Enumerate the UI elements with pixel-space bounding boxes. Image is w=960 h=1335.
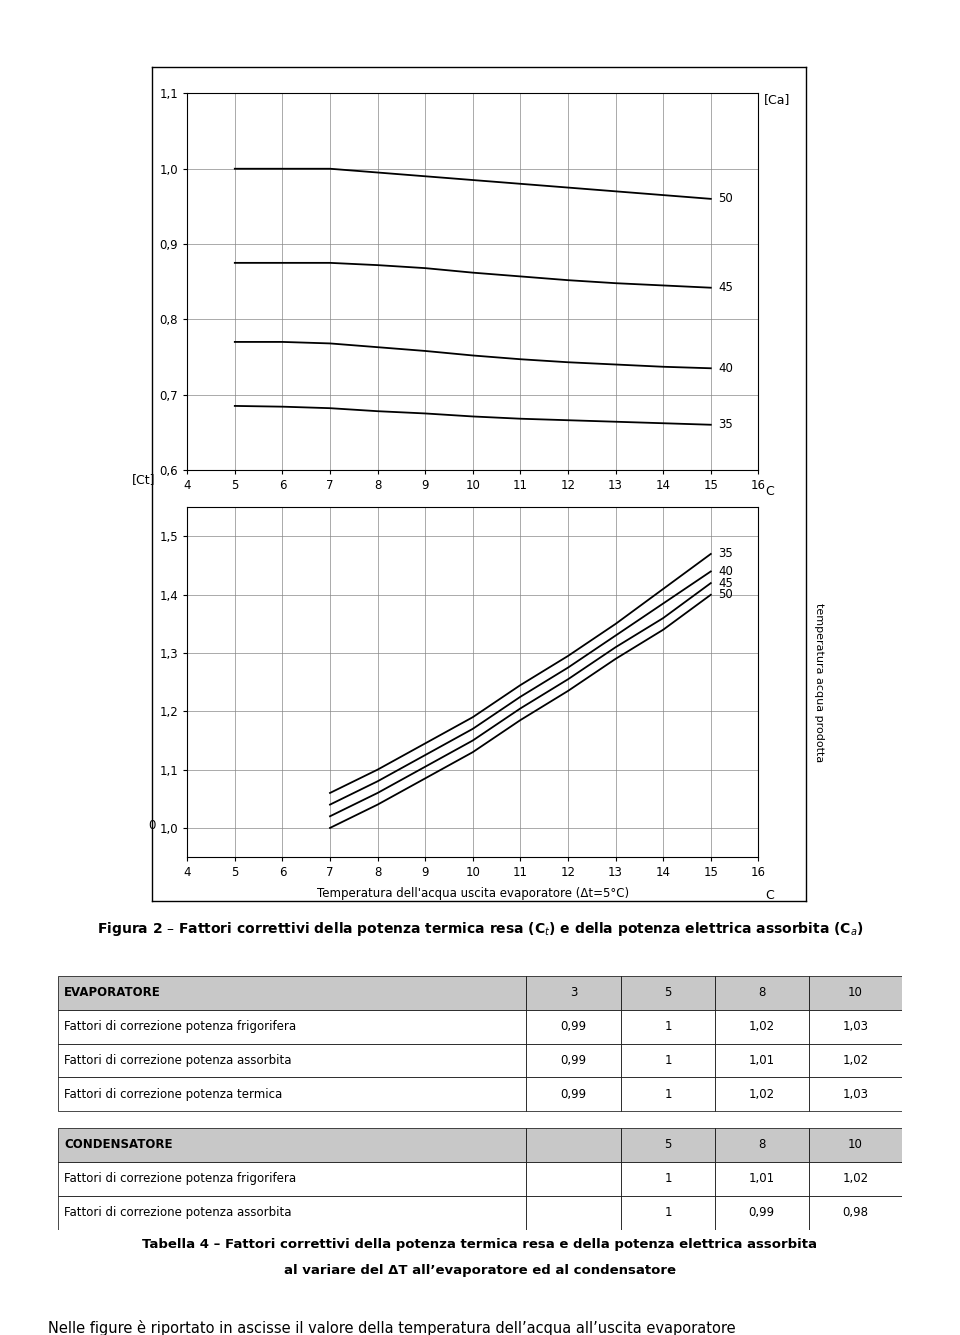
Bar xyxy=(715,1128,808,1161)
Text: Fattori di correzione potenza assorbita: Fattori di correzione potenza assorbita xyxy=(64,1053,292,1067)
Text: Nelle figure è riportato in ascisse il valore della temperatura dell’acqua all’u: Nelle figure è riportato in ascisse il v… xyxy=(48,1320,735,1335)
Text: 10: 10 xyxy=(848,1139,863,1152)
Text: 0,99: 0,99 xyxy=(561,1088,587,1101)
Text: 45: 45 xyxy=(718,282,732,294)
Bar xyxy=(808,1128,902,1161)
Text: 1,02: 1,02 xyxy=(843,1053,869,1067)
Bar xyxy=(526,1161,621,1196)
Bar xyxy=(526,1077,621,1111)
Bar xyxy=(58,1128,526,1161)
Text: 40: 40 xyxy=(718,362,732,375)
Text: CONDENSATORE: CONDENSATORE xyxy=(64,1139,173,1152)
Bar xyxy=(808,1161,902,1196)
Bar xyxy=(715,1009,808,1044)
Bar xyxy=(808,1044,902,1077)
Text: 1,03: 1,03 xyxy=(843,1020,869,1033)
Text: C: C xyxy=(765,889,774,901)
Bar xyxy=(621,1161,715,1196)
Text: Tabella 4 – Fattori correttivi della potenza termica resa e della potenza elettr: Tabella 4 – Fattori correttivi della pot… xyxy=(142,1238,818,1251)
Text: Fattori di correzione potenza assorbita: Fattori di correzione potenza assorbita xyxy=(64,1206,292,1219)
Text: 40: 40 xyxy=(718,565,732,578)
Text: 0,99: 0,99 xyxy=(749,1206,775,1219)
Bar xyxy=(526,976,621,1009)
Bar xyxy=(621,1044,715,1077)
Bar xyxy=(621,1128,715,1161)
Text: Fattori di correzione potenza frigorifera: Fattori di correzione potenza frigorifer… xyxy=(64,1020,297,1033)
Bar xyxy=(58,1077,526,1111)
Bar xyxy=(58,1044,526,1077)
Bar xyxy=(621,976,715,1009)
X-axis label: Temperatura dell'acqua uscita evaporatore (Δt=5°C): Temperatura dell'acqua uscita evaporator… xyxy=(317,888,629,900)
Text: 10: 10 xyxy=(848,987,863,1000)
Text: 45: 45 xyxy=(718,577,732,590)
Text: 0: 0 xyxy=(149,820,156,832)
Bar xyxy=(715,976,808,1009)
Text: 1,01: 1,01 xyxy=(749,1172,775,1185)
Text: al variare del ΔT all’evaporatore ed al condensatore: al variare del ΔT all’evaporatore ed al … xyxy=(284,1264,676,1278)
Text: Figura 2 – Fattori correttivi della potenza termica resa (C$_t$) e della potenza: Figura 2 – Fattori correttivi della pote… xyxy=(97,920,863,937)
Text: [Ca]: [Ca] xyxy=(764,93,790,107)
Bar xyxy=(808,1009,902,1044)
Text: 5: 5 xyxy=(664,1139,672,1152)
Text: 35: 35 xyxy=(718,418,732,431)
Text: 1,02: 1,02 xyxy=(749,1020,775,1033)
Bar xyxy=(621,1077,715,1111)
Text: 1,02: 1,02 xyxy=(749,1088,775,1101)
Text: 1,02: 1,02 xyxy=(843,1172,869,1185)
Text: 1: 1 xyxy=(664,1206,672,1219)
Bar xyxy=(808,976,902,1009)
Bar xyxy=(715,1077,808,1111)
Bar xyxy=(526,1196,621,1230)
Text: 3: 3 xyxy=(570,987,578,1000)
Bar xyxy=(715,1161,808,1196)
Text: 1: 1 xyxy=(664,1172,672,1185)
Bar xyxy=(715,1044,808,1077)
Text: 1: 1 xyxy=(664,1020,672,1033)
Text: C: C xyxy=(765,485,774,498)
Text: 5: 5 xyxy=(664,987,672,1000)
Text: Fattori di correzione potenza frigorifera: Fattori di correzione potenza frigorifer… xyxy=(64,1172,297,1185)
Text: 50: 50 xyxy=(718,589,732,601)
Text: 0,99: 0,99 xyxy=(561,1053,587,1067)
Text: [Ct]: [Ct] xyxy=(132,474,156,486)
Text: 1,01: 1,01 xyxy=(749,1053,775,1067)
Bar xyxy=(58,1196,526,1230)
Bar xyxy=(808,1196,902,1230)
Bar xyxy=(526,1044,621,1077)
Bar xyxy=(621,1009,715,1044)
Text: temperatura acqua prodotta: temperatura acqua prodotta xyxy=(814,602,824,762)
Text: 35: 35 xyxy=(718,547,732,561)
Bar xyxy=(58,1009,526,1044)
Bar xyxy=(526,1128,621,1161)
Text: 1,03: 1,03 xyxy=(843,1088,869,1101)
Bar xyxy=(526,1009,621,1044)
Bar xyxy=(58,976,526,1009)
Text: 0,99: 0,99 xyxy=(561,1020,587,1033)
Bar xyxy=(621,1196,715,1230)
Text: 8: 8 xyxy=(758,987,765,1000)
Text: 50: 50 xyxy=(718,192,732,206)
Text: 1: 1 xyxy=(664,1053,672,1067)
Text: EVAPORATORE: EVAPORATORE xyxy=(64,987,161,1000)
Bar xyxy=(808,1077,902,1111)
Bar xyxy=(715,1196,808,1230)
Bar xyxy=(58,1161,526,1196)
Text: 8: 8 xyxy=(758,1139,765,1152)
Text: 1: 1 xyxy=(664,1088,672,1101)
Text: 0,98: 0,98 xyxy=(843,1206,869,1219)
Text: Fattori di correzione potenza termica: Fattori di correzione potenza termica xyxy=(64,1088,282,1101)
